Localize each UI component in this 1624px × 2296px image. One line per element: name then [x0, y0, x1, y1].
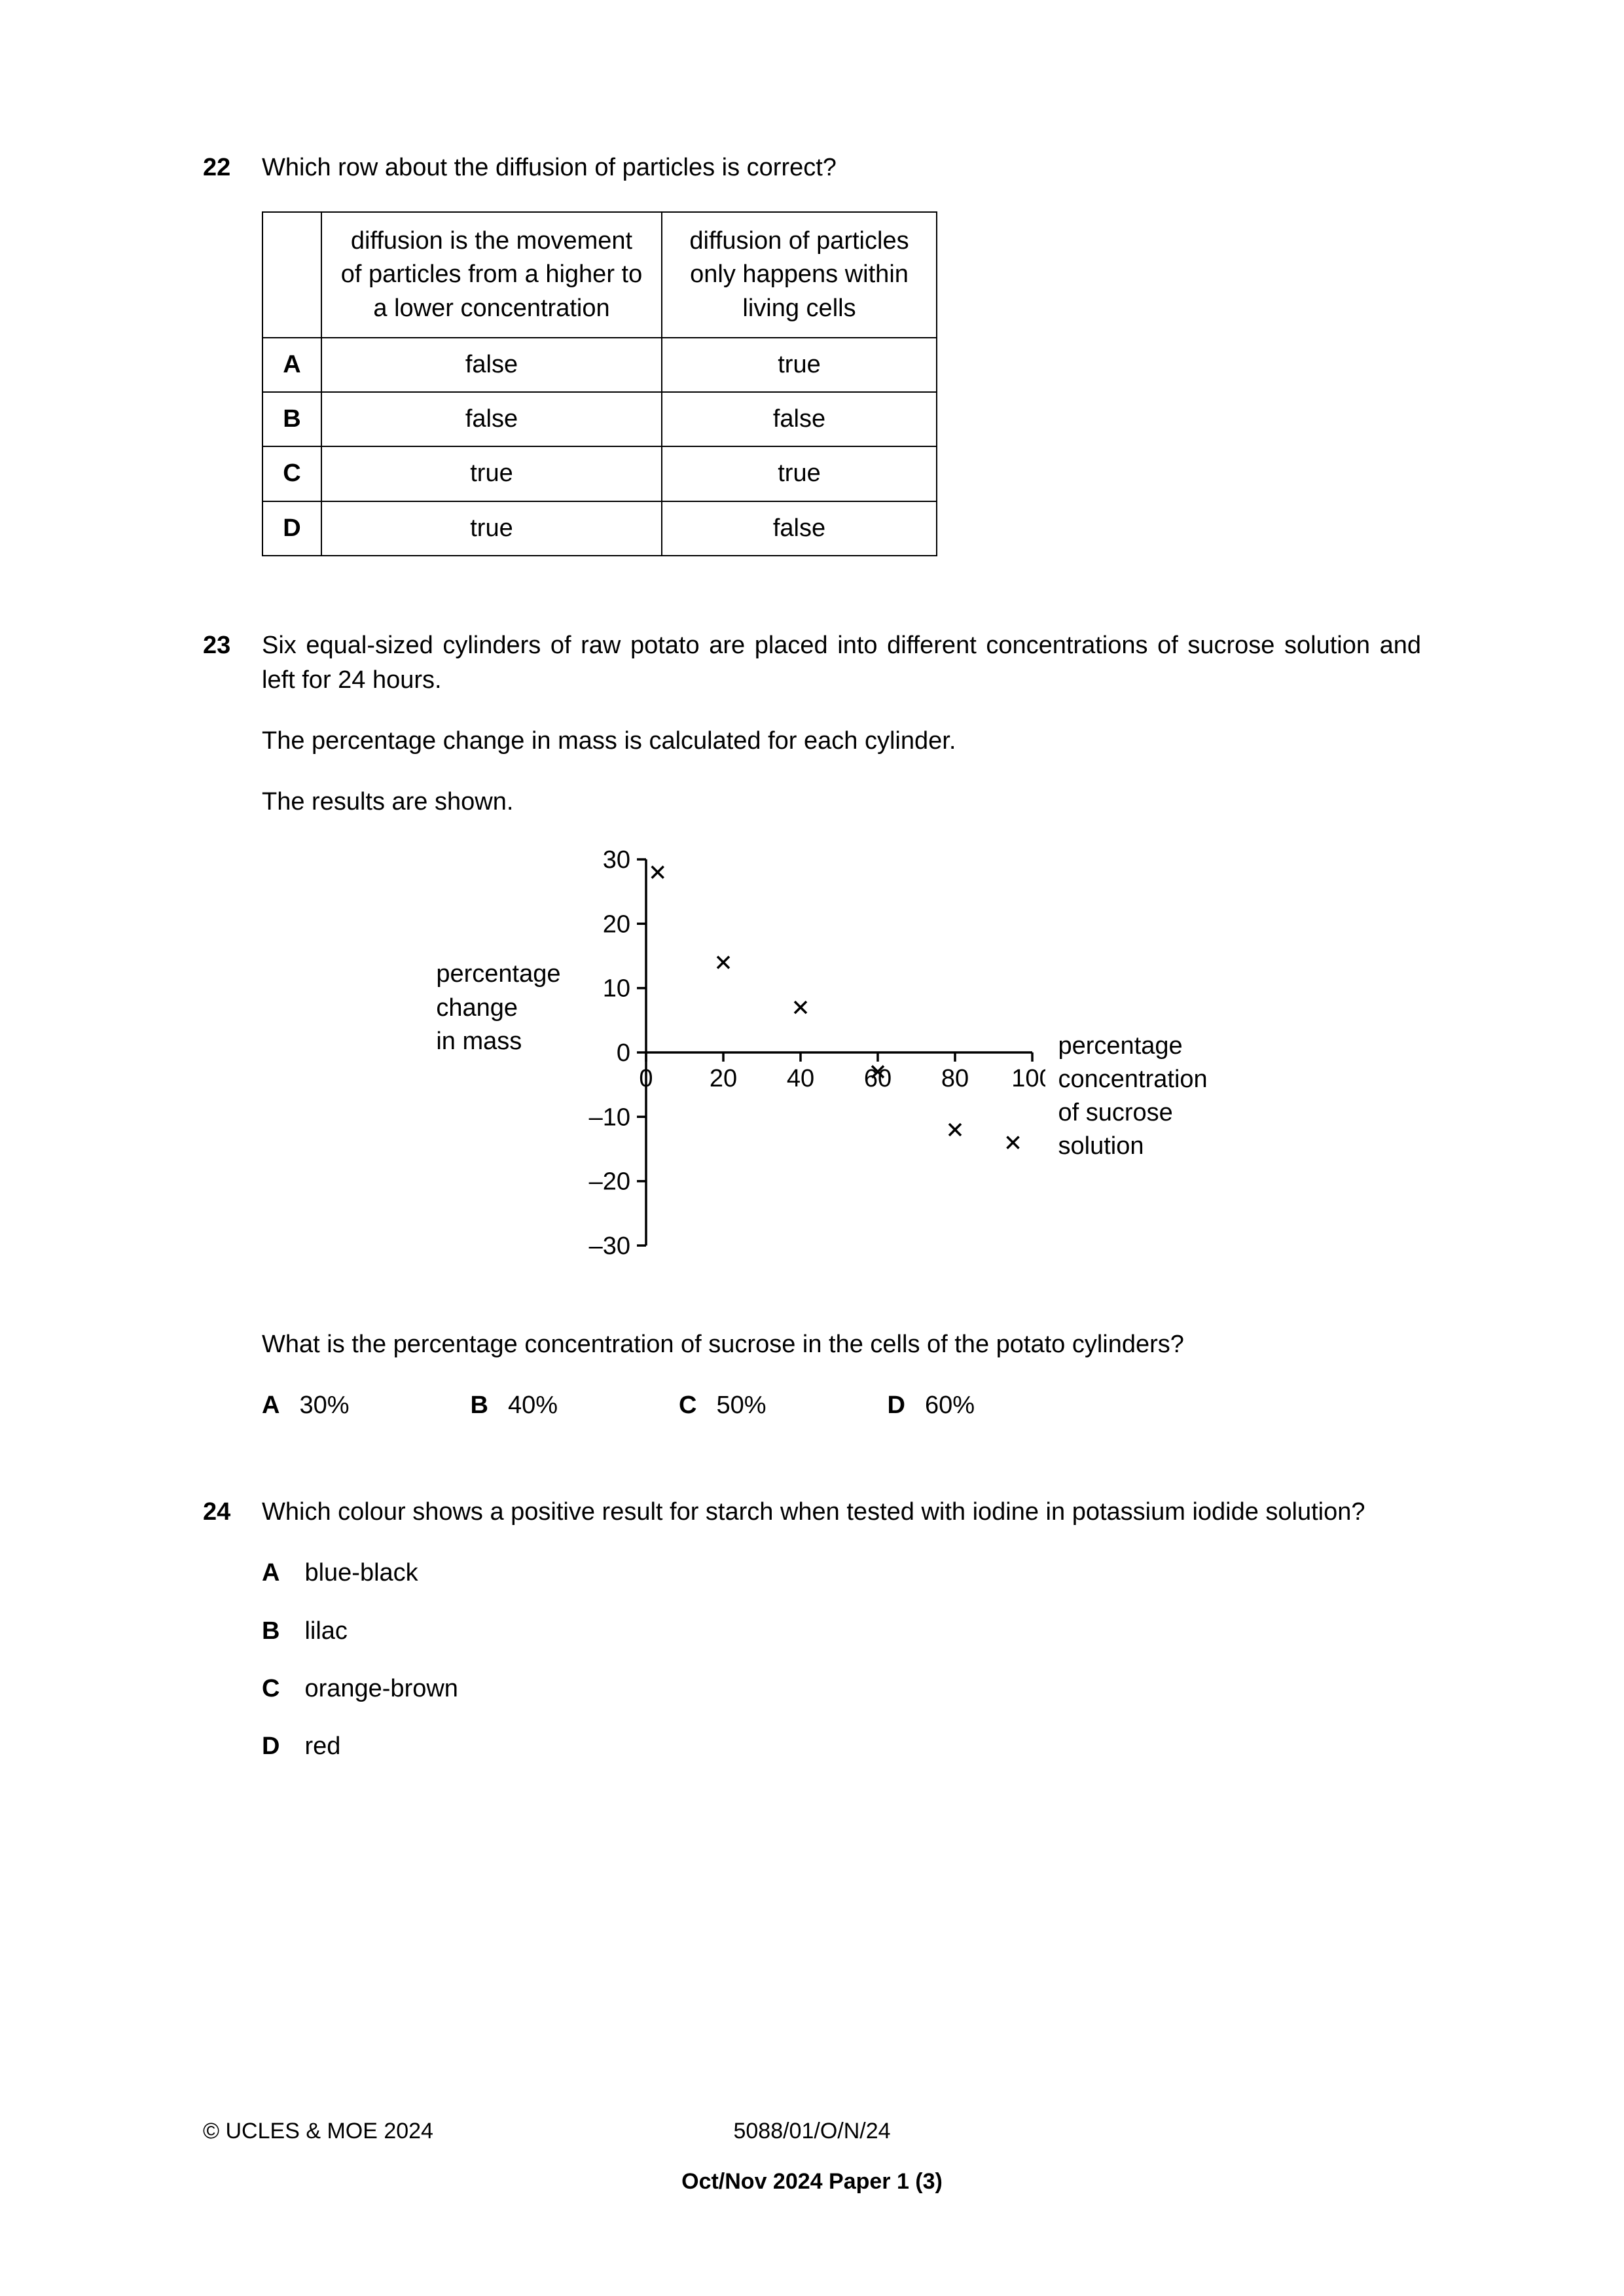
option-text: 30% — [299, 1388, 349, 1423]
question-text: What is the percentage concentration of … — [262, 1327, 1421, 1362]
table-cell: true — [321, 501, 662, 556]
svg-text:0: 0 — [616, 1039, 630, 1067]
svg-text:40: 40 — [786, 1065, 814, 1092]
question-text: Which row about the diffusion of particl… — [262, 151, 1421, 185]
option-letter: D — [888, 1388, 905, 1423]
question-text: Which colour shows a positive result for… — [262, 1495, 1421, 1530]
option-text: orange-brown — [304, 1672, 458, 1706]
page-footer: © UCLES & MOE 2024 5088/01/O/N/24 Oct/No… — [203, 2116, 1421, 2198]
svg-text:30: 30 — [602, 846, 630, 874]
footer-code: 5088/01/O/N/24 — [733, 2116, 890, 2147]
option-text: blue-black — [304, 1556, 418, 1590]
diffusion-table: diffusion is the movement of particles f… — [262, 211, 937, 556]
option-d: D 60% — [888, 1388, 975, 1423]
svg-text:80: 80 — [941, 1065, 968, 1092]
row-label: A — [262, 338, 321, 392]
footer-title: Oct/Nov 2024 Paper 1 (3) — [203, 2166, 1421, 2198]
option-letter: C — [679, 1388, 696, 1423]
svg-text:60: 60 — [863, 1065, 891, 1092]
table-cell: false — [321, 338, 662, 392]
option-b: B lilac — [262, 1614, 1421, 1649]
option-d: D red — [262, 1729, 1421, 1764]
question-23: 23 Six equal-sized cylinders of raw pota… — [203, 628, 1421, 1423]
question-para: The results are shown. — [262, 785, 1421, 819]
table-header-2: diffusion of particles only happens with… — [662, 212, 937, 338]
question-para: The percentage change in mass is calcula… — [262, 724, 1421, 759]
option-letter: D — [262, 1729, 280, 1764]
option-letter: C — [262, 1672, 280, 1706]
table-row: C true true — [262, 446, 937, 501]
scatter-chart: percentagechangein mass –30 –20 –10 0 10 20 30… — [223, 846, 1421, 1295]
table-cell: true — [321, 446, 662, 501]
table-row: A false true — [262, 338, 937, 392]
svg-text:20: 20 — [709, 1065, 736, 1092]
table-cell: false — [662, 501, 937, 556]
question-24: 24 Which colour shows a positive result … — [203, 1495, 1421, 1764]
option-c: C orange-brown — [262, 1672, 1421, 1706]
svg-text:100: 100 — [1011, 1065, 1045, 1092]
option-letter: B — [262, 1614, 280, 1649]
question-number: 22 — [203, 151, 242, 556]
question-22: 22 Which row about the diffusion of part… — [203, 151, 1421, 556]
table-row: B false false — [262, 392, 937, 446]
footer-copyright: © UCLES & MOE 2024 — [203, 2116, 433, 2147]
options-list: A blue-black B lilac C orange-brown D re… — [262, 1556, 1421, 1764]
option-letter: A — [262, 1556, 280, 1590]
table-cell: false — [662, 392, 937, 446]
svg-text:0: 0 — [639, 1065, 653, 1092]
table-cell: false — [321, 392, 662, 446]
scatter-svg: –30 –20 –10 0 10 20 30 0 20 40 60 80 100 — [574, 846, 1045, 1285]
table-cell: true — [662, 338, 937, 392]
question-body: Six equal-sized cylinders of raw potato … — [262, 628, 1421, 1423]
chart-ylabel: percentagechangein mass — [436, 958, 560, 1058]
question-body: Which colour shows a positive result for… — [262, 1495, 1421, 1764]
option-text: lilac — [304, 1614, 347, 1649]
svg-text:–20: –20 — [588, 1168, 630, 1195]
option-text: 40% — [508, 1388, 558, 1423]
option-c: C 50% — [679, 1388, 767, 1423]
row-label: D — [262, 501, 321, 556]
row-label: C — [262, 446, 321, 501]
table-header-1: diffusion is the movement of particles f… — [321, 212, 662, 338]
option-text: 50% — [716, 1388, 766, 1423]
question-para: Six equal-sized cylinders of raw potato … — [262, 628, 1421, 698]
table-row: D true false — [262, 501, 937, 556]
svg-text:–30: –30 — [588, 1232, 630, 1260]
option-a: A blue-black — [262, 1556, 1421, 1590]
option-text: red — [304, 1729, 340, 1764]
question-number: 24 — [203, 1495, 242, 1764]
chart-xlabel: percentageconcentrationof sucrosesolutio… — [1058, 1030, 1208, 1164]
option-b: B 40% — [471, 1388, 558, 1423]
table-cell: true — [662, 446, 937, 501]
option-letter: A — [262, 1388, 280, 1423]
option-text: 60% — [925, 1388, 975, 1423]
svg-text:10: 10 — [602, 975, 630, 1002]
option-a: A 30% — [262, 1388, 350, 1423]
options-row: A 30% B 40% C 50% D 60% — [262, 1388, 1421, 1423]
question-body: Which row about the diffusion of particl… — [262, 151, 1421, 556]
svg-text:–10: –10 — [588, 1103, 630, 1131]
svg-text:20: 20 — [602, 910, 630, 938]
row-label: B — [262, 392, 321, 446]
option-letter: B — [471, 1388, 488, 1423]
